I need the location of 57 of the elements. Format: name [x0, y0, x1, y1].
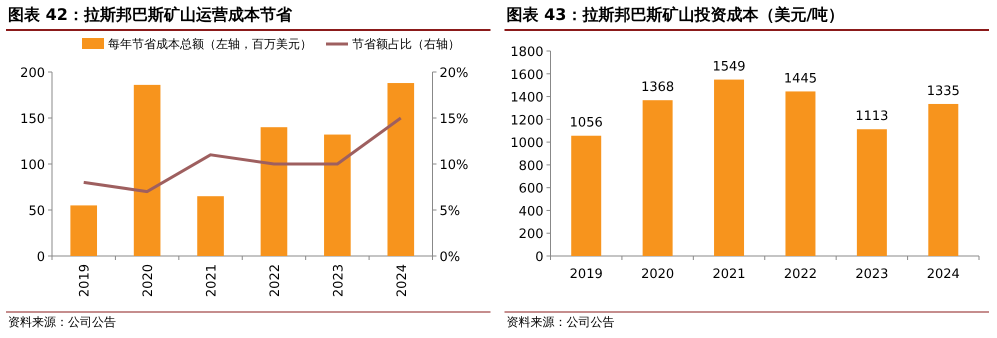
y-tick-label: 1400: [510, 90, 544, 106]
bar: [70, 205, 98, 256]
x-tick-label: 2021: [712, 267, 746, 282]
bar: [197, 196, 224, 256]
bar: [387, 83, 414, 256]
x-tick-label: 2022: [268, 264, 283, 298]
bar: [714, 80, 744, 256]
x-tick-label: 2020: [641, 267, 674, 282]
bar: [260, 127, 288, 256]
y-tick-label: 0: [36, 250, 45, 265]
data-label: 1113: [855, 109, 888, 124]
y-tick-label: 1800: [510, 45, 544, 60]
y2-tick-label: 0%: [440, 250, 460, 265]
y-tick-label: 1200: [510, 113, 544, 128]
bar: [785, 91, 816, 256]
x-tick-label: 2019: [570, 267, 603, 282]
x-tick-label: 2021: [204, 264, 220, 298]
x-tick-label: 2023: [855, 267, 888, 282]
y-tick-label: 1000: [510, 136, 544, 152]
bar: [571, 136, 602, 256]
y-tick-label: 50: [28, 204, 45, 219]
y2-tick-label: 10%: [440, 158, 468, 173]
y-tick-label: 200: [518, 227, 544, 242]
data-label: 1368: [641, 80, 674, 96]
data-label: 1056: [570, 116, 603, 131]
y-tick-label: 200: [20, 66, 45, 81]
legend-label: 每年节省成本总额（左轴，百万美元）: [108, 37, 312, 51]
y2-tick-label: 5%: [440, 204, 460, 219]
x-tick-label: 2023: [331, 264, 346, 298]
line-series: [82, 116, 402, 194]
y2-tick-label: 20%: [440, 66, 468, 81]
y-tick-label: 1600: [510, 68, 544, 83]
y2-tick-label: 15%: [440, 112, 468, 127]
x-tick-label: 2019: [78, 264, 93, 298]
chart-title: 图表 43：拉斯邦巴斯矿山投资成本（美元/吨）: [506, 5, 844, 24]
y-tick-label: 800: [518, 158, 544, 174]
data-label: 1445: [784, 71, 818, 86]
bar: [134, 84, 160, 256]
bar: [324, 134, 351, 256]
y-tick-label: 400: [518, 204, 544, 220]
text: 资料来源：公司公告: [8, 315, 116, 329]
x-tick-label: 2024: [926, 267, 960, 282]
chart-title: 图表 42：拉斯邦巴斯矿山运营成本节省: [8, 5, 293, 24]
text: 资料来源：公司公告: [506, 315, 614, 329]
bar: [856, 129, 887, 256]
bar: [642, 100, 673, 256]
y-tick-label: 600: [518, 182, 544, 197]
x-tick-label: 2022: [784, 267, 818, 282]
legend-label: 节省额占比（右轴）: [352, 37, 460, 51]
x-tick-label: 2020: [141, 264, 156, 298]
bar: [928, 104, 958, 256]
y-tick-label: 0: [535, 250, 544, 265]
data-label: 1335: [926, 84, 960, 99]
y-tick-label: 100: [20, 158, 45, 173]
y-tick-label: 150: [20, 112, 45, 127]
x-tick-label: 2024: [394, 264, 410, 298]
data-label: 1549: [712, 60, 746, 75]
